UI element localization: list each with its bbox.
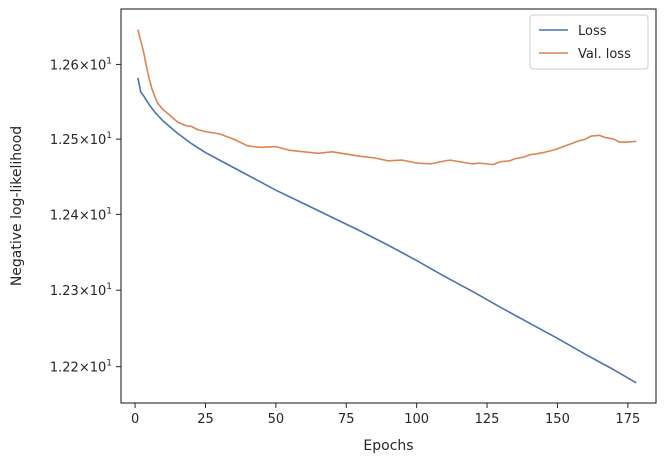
y-tick-label: 1.24×101: [50, 206, 112, 223]
x-tick-label: 0: [131, 412, 139, 427]
y-tick-label: 1.25×101: [50, 131, 112, 148]
legend: Loss Val. loss: [529, 14, 649, 70]
y-tick-label: 1.26×101: [50, 56, 112, 73]
legend-box: [529, 14, 649, 70]
plot-area: [120, 8, 657, 404]
x-tick-label: 75: [338, 412, 355, 427]
y-tick-label: 1.23×101: [50, 282, 112, 299]
x-tick-label: 50: [268, 412, 285, 427]
x-tick-label: 150: [545, 412, 570, 427]
series-line-1: [137, 77, 637, 384]
axes-frame: [120, 8, 657, 404]
y-tick-label: 1.22×101: [50, 359, 112, 376]
x-axis-label: Epochs: [363, 438, 413, 454]
series-line-2: [137, 29, 637, 166]
y-axis: 1.22×101 1.23×101 1.24×101 1.25×101 1.26×101: [50, 56, 121, 376]
x-tick-label: 25: [197, 412, 214, 427]
x-tick-label: 175: [615, 412, 640, 427]
x-tick-label: 100: [404, 412, 429, 427]
y-axis-label: Negative log-likelihood: [9, 126, 25, 286]
legend-label: Loss: [578, 24, 607, 39]
x-axis: 0 25 50 75 100 125 150 175: [131, 403, 640, 427]
x-tick-label: 125: [475, 412, 500, 427]
legend-label: Val. loss: [578, 47, 631, 62]
